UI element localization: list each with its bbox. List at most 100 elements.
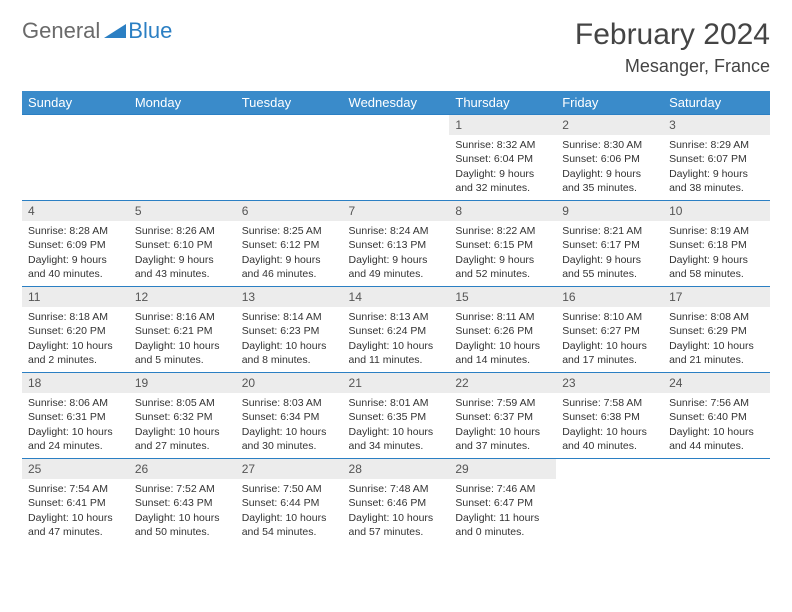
day-ss: Sunset: 6:41 PM (28, 496, 123, 510)
day-body: Sunrise: 7:54 AMSunset: 6:41 PMDaylight:… (22, 479, 129, 543)
day-cell: 3Sunrise: 8:29 AMSunset: 6:07 PMDaylight… (663, 115, 770, 201)
day-dl2: and 37 minutes. (455, 439, 550, 453)
day-number: 7 (343, 201, 450, 221)
day-cell: 9Sunrise: 8:21 AMSunset: 6:17 PMDaylight… (556, 201, 663, 287)
day-ss: Sunset: 6:07 PM (669, 152, 764, 166)
day-body: Sunrise: 8:28 AMSunset: 6:09 PMDaylight:… (22, 221, 129, 285)
day-body: Sunrise: 8:05 AMSunset: 6:32 PMDaylight:… (129, 393, 236, 457)
day-ss: Sunset: 6:26 PM (455, 324, 550, 338)
day-cell: 8Sunrise: 8:22 AMSunset: 6:15 PMDaylight… (449, 201, 556, 287)
day-cell: 19Sunrise: 8:05 AMSunset: 6:32 PMDayligh… (129, 373, 236, 459)
day-dl1: Daylight: 10 hours (562, 425, 657, 439)
day-dl2: and 57 minutes. (349, 525, 444, 539)
day-dl2: and 50 minutes. (135, 525, 230, 539)
day-sr: Sunrise: 8:29 AM (669, 138, 764, 152)
day-header: Wednesday (343, 91, 450, 115)
day-body: Sunrise: 8:18 AMSunset: 6:20 PMDaylight:… (22, 307, 129, 371)
day-ss: Sunset: 6:17 PM (562, 238, 657, 252)
day-ss: Sunset: 6:21 PM (135, 324, 230, 338)
day-sr: Sunrise: 7:56 AM (669, 396, 764, 410)
day-cell: 5Sunrise: 8:26 AMSunset: 6:10 PMDaylight… (129, 201, 236, 287)
day-number: 5 (129, 201, 236, 221)
title-block: February 2024 Mesanger, France (575, 18, 770, 77)
day-cell: 6Sunrise: 8:25 AMSunset: 6:12 PMDaylight… (236, 201, 343, 287)
day-number: 11 (22, 287, 129, 307)
day-header: Tuesday (236, 91, 343, 115)
day-cell: 10Sunrise: 8:19 AMSunset: 6:18 PMDayligh… (663, 201, 770, 287)
day-ss: Sunset: 6:46 PM (349, 496, 444, 510)
day-ss: Sunset: 6:38 PM (562, 410, 657, 424)
day-body: Sunrise: 7:58 AMSunset: 6:38 PMDaylight:… (556, 393, 663, 457)
day-cell: 16Sunrise: 8:10 AMSunset: 6:27 PMDayligh… (556, 287, 663, 373)
day-sr: Sunrise: 7:58 AM (562, 396, 657, 410)
day-ss: Sunset: 6:04 PM (455, 152, 550, 166)
day-dl1: Daylight: 9 hours (455, 253, 550, 267)
day-ss: Sunset: 6:32 PM (135, 410, 230, 424)
calendar-head: SundayMondayTuesdayWednesdayThursdayFrid… (22, 91, 770, 115)
day-number: 6 (236, 201, 343, 221)
day-sr: Sunrise: 7:50 AM (242, 482, 337, 496)
day-dl1: Daylight: 10 hours (28, 511, 123, 525)
day-dl1: Daylight: 10 hours (349, 425, 444, 439)
day-dl2: and 49 minutes. (349, 267, 444, 281)
day-cell: 13Sunrise: 8:14 AMSunset: 6:23 PMDayligh… (236, 287, 343, 373)
day-header: Sunday (22, 91, 129, 115)
day-dl1: Daylight: 10 hours (669, 339, 764, 353)
day-dl1: Daylight: 10 hours (455, 339, 550, 353)
day-dl2: and 11 minutes. (349, 353, 444, 367)
day-dl1: Daylight: 9 hours (669, 253, 764, 267)
day-body: Sunrise: 8:25 AMSunset: 6:12 PMDaylight:… (236, 221, 343, 285)
empty-cell (343, 115, 450, 201)
day-cell: 1Sunrise: 8:32 AMSunset: 6:04 PMDaylight… (449, 115, 556, 201)
day-number: 25 (22, 459, 129, 479)
day-sr: Sunrise: 8:10 AM (562, 310, 657, 324)
day-cell: 26Sunrise: 7:52 AMSunset: 6:43 PMDayligh… (129, 459, 236, 545)
day-number: 3 (663, 115, 770, 135)
day-sr: Sunrise: 7:48 AM (349, 482, 444, 496)
day-body: Sunrise: 8:21 AMSunset: 6:17 PMDaylight:… (556, 221, 663, 285)
day-body: Sunrise: 8:24 AMSunset: 6:13 PMDaylight:… (343, 221, 450, 285)
day-body: Sunrise: 7:52 AMSunset: 6:43 PMDaylight:… (129, 479, 236, 543)
day-ss: Sunset: 6:24 PM (349, 324, 444, 338)
empty-cell (22, 115, 129, 201)
day-sr: Sunrise: 8:22 AM (455, 224, 550, 238)
day-dl1: Daylight: 9 hours (242, 253, 337, 267)
day-number: 15 (449, 287, 556, 307)
day-body: Sunrise: 7:46 AMSunset: 6:47 PMDaylight:… (449, 479, 556, 543)
day-number: 4 (22, 201, 129, 221)
day-dl1: Daylight: 9 hours (562, 253, 657, 267)
day-cell: 25Sunrise: 7:54 AMSunset: 6:41 PMDayligh… (22, 459, 129, 545)
day-cell: 22Sunrise: 7:59 AMSunset: 6:37 PMDayligh… (449, 373, 556, 459)
day-sr: Sunrise: 8:16 AM (135, 310, 230, 324)
day-dl1: Daylight: 9 hours (455, 167, 550, 181)
day-body: Sunrise: 8:14 AMSunset: 6:23 PMDaylight:… (236, 307, 343, 371)
day-ss: Sunset: 6:37 PM (455, 410, 550, 424)
day-ss: Sunset: 6:15 PM (455, 238, 550, 252)
day-dl2: and 44 minutes. (669, 439, 764, 453)
day-ss: Sunset: 6:31 PM (28, 410, 123, 424)
day-number: 19 (129, 373, 236, 393)
header: General Blue February 2024 Mesanger, Fra… (22, 18, 770, 77)
brand-part1: General (22, 18, 100, 44)
day-dl1: Daylight: 10 hours (562, 339, 657, 353)
day-body: Sunrise: 8:16 AMSunset: 6:21 PMDaylight:… (129, 307, 236, 371)
day-sr: Sunrise: 8:24 AM (349, 224, 444, 238)
day-dl1: Daylight: 10 hours (242, 339, 337, 353)
day-body: Sunrise: 8:11 AMSunset: 6:26 PMDaylight:… (449, 307, 556, 371)
day-sr: Sunrise: 8:26 AM (135, 224, 230, 238)
day-dl2: and 2 minutes. (28, 353, 123, 367)
day-ss: Sunset: 6:47 PM (455, 496, 550, 510)
day-dl1: Daylight: 10 hours (135, 425, 230, 439)
brand-part2: Blue (128, 18, 172, 44)
day-dl2: and 46 minutes. (242, 267, 337, 281)
week-row: 25Sunrise: 7:54 AMSunset: 6:41 PMDayligh… (22, 459, 770, 545)
day-cell: 17Sunrise: 8:08 AMSunset: 6:29 PMDayligh… (663, 287, 770, 373)
page-title: February 2024 (575, 18, 770, 52)
day-dl2: and 54 minutes. (242, 525, 337, 539)
day-dl1: Daylight: 10 hours (28, 425, 123, 439)
day-cell: 21Sunrise: 8:01 AMSunset: 6:35 PMDayligh… (343, 373, 450, 459)
day-sr: Sunrise: 8:14 AM (242, 310, 337, 324)
day-number: 16 (556, 287, 663, 307)
day-header: Friday (556, 91, 663, 115)
day-body: Sunrise: 7:50 AMSunset: 6:44 PMDaylight:… (236, 479, 343, 543)
